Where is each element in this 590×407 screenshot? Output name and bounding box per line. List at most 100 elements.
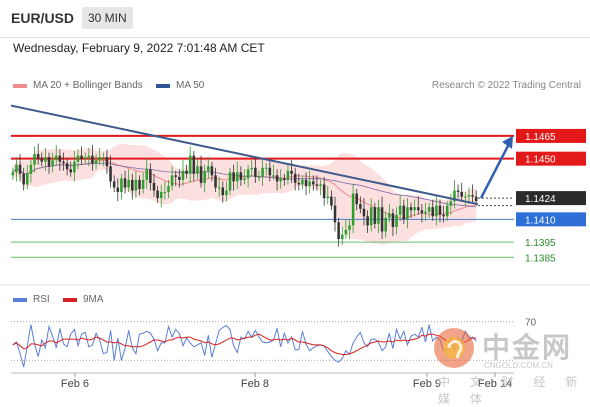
candle-body (181, 170, 185, 180)
candle-body (83, 157, 87, 159)
candle-body (344, 229, 348, 235)
candle-body (98, 157, 101, 161)
timestamp: Wednesday, February 9, 2022 7:01:48 AM C… (13, 41, 265, 55)
candle-body (427, 207, 431, 212)
candle-body (337, 222, 340, 240)
candle-body (243, 178, 246, 180)
candle-body (388, 213, 391, 218)
price-label-1-1410: 1.1410 (525, 215, 556, 226)
candle-body (377, 207, 380, 224)
candle-body (417, 207, 420, 211)
candle-body (51, 160, 54, 167)
candle-body (235, 172, 239, 182)
candle-body (330, 196, 333, 206)
candle-body (76, 155, 80, 162)
candle-body (420, 210, 424, 214)
trendline (10, 104, 479, 206)
candle-body (141, 179, 145, 189)
candle-body (91, 155, 94, 164)
price-label-box (516, 128, 586, 143)
price-label-box (516, 191, 586, 206)
candle-body (138, 179, 141, 189)
candle-body (11, 172, 15, 176)
candle-body (453, 190, 456, 202)
candle-body (131, 179, 134, 191)
source-credit: Research © 2022 Trading Central (431, 80, 581, 91)
symbol-label: EUR/USD (11, 10, 75, 26)
legend-item-9ma: 9MA (63, 294, 104, 305)
candle-body (369, 207, 373, 226)
candle-body (112, 181, 116, 188)
candle-body (261, 167, 264, 177)
forecast-arrow-head (502, 135, 513, 149)
candle-body (174, 175, 177, 177)
legend-swatch-rsi (13, 297, 27, 302)
rsi-level-label: 70 (525, 318, 537, 329)
candle-body (167, 185, 170, 193)
candle-body (80, 155, 83, 159)
candle-body (217, 187, 221, 189)
candle-body (431, 207, 435, 217)
candle-body (315, 184, 319, 186)
candle-body (192, 155, 196, 174)
candle-body (58, 155, 62, 162)
legend-swatch-ma50 (156, 83, 170, 88)
candle-body (391, 213, 395, 227)
timeframe-badge[interactable]: 30 MIN (82, 7, 133, 29)
candle-body (424, 211, 427, 214)
legend-label-rsi: RSI (33, 294, 50, 305)
legend-swatch-9ma (63, 297, 77, 302)
candle-body (409, 207, 413, 211)
candle-body (149, 169, 152, 183)
candle-body (199, 166, 203, 183)
candle-body (460, 192, 463, 197)
candle-body (445, 205, 449, 217)
candle-body (188, 155, 192, 174)
candle-body (207, 166, 210, 171)
x-tick-label: Feb 6 (61, 378, 89, 390)
candle-body (210, 166, 214, 176)
price-label-1-1450: 1.1450 (525, 155, 556, 166)
candle-body (301, 179, 304, 185)
candle-body (304, 179, 308, 186)
candle-body (398, 205, 402, 215)
candle-body (355, 193, 358, 205)
candle-body (254, 167, 257, 177)
candle-body (65, 163, 69, 170)
watermark-url: CNGOLD.COM.CN (484, 361, 553, 370)
candle-body (246, 169, 250, 179)
candle-body (47, 157, 51, 167)
candle-body (69, 169, 72, 173)
candle-body (456, 190, 460, 193)
candle-body (395, 214, 398, 227)
candle-body (362, 208, 366, 217)
candle-body (134, 179, 138, 191)
x-tick-label: Feb 14 (478, 378, 512, 390)
candle-body (120, 178, 123, 193)
legend-swatch-ma20 (13, 83, 27, 88)
candle-body (185, 170, 188, 174)
candle-body (467, 195, 471, 197)
x-tick-label: Feb 8 (241, 378, 269, 390)
candle-body (109, 166, 112, 182)
candle-body (413, 207, 416, 211)
rsi-9ma-line (12, 333, 477, 355)
candle-body (380, 207, 384, 232)
candle-body (268, 167, 272, 176)
candle-body (44, 157, 47, 162)
legend-item-rsi: RSI (13, 294, 50, 305)
candle-body (308, 181, 311, 186)
candle-body (203, 170, 206, 183)
candle-body (384, 217, 387, 232)
watermark-brand: 中金网 (482, 331, 573, 364)
candle-body (232, 172, 235, 182)
candle-body (474, 196, 478, 202)
candle-body (40, 158, 44, 162)
candle-body (94, 160, 98, 164)
candle-body (225, 190, 228, 196)
candle-body (116, 187, 120, 193)
candle-body (340, 234, 344, 240)
candle-body (73, 161, 76, 173)
candle-body (319, 184, 322, 186)
